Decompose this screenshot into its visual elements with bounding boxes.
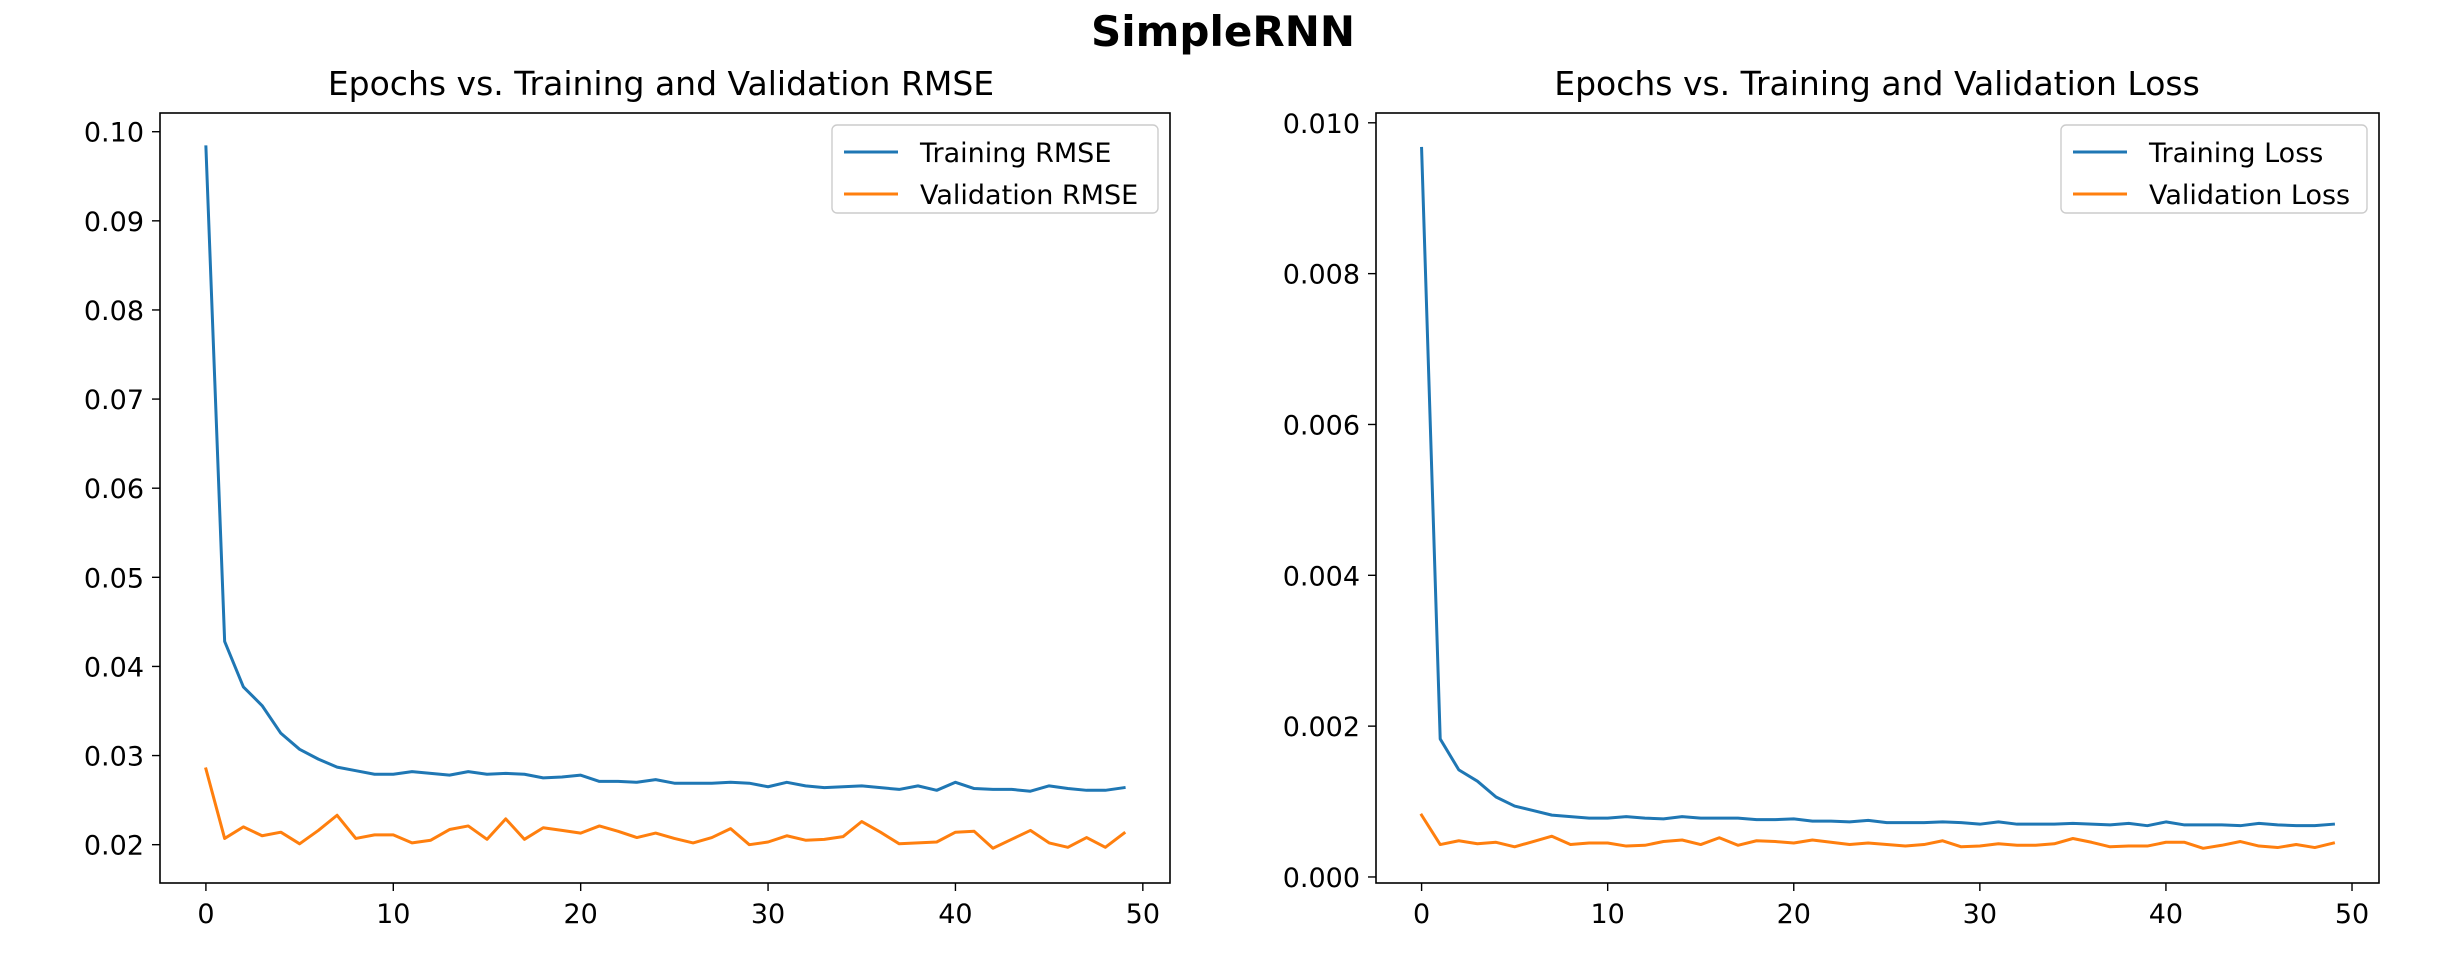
loss-x-tick-label: 10 bbox=[1590, 899, 1624, 930]
loss-x-tick-label: 30 bbox=[1963, 899, 1997, 930]
loss-axes-frame bbox=[1375, 112, 2380, 884]
rmse-x-tick-label: 50 bbox=[1126, 899, 1160, 930]
loss-x-tick-label: 0 bbox=[1413, 899, 1430, 930]
rmse-y-tick-label: 0.10 bbox=[84, 118, 144, 149]
loss-y-tick-label: 0.010 bbox=[1283, 109, 1360, 140]
rmse-y-tick-label: 0.06 bbox=[84, 474, 144, 505]
loss-y-tick-label: 0.006 bbox=[1283, 410, 1360, 441]
rmse-x-tick-label: 20 bbox=[563, 899, 597, 930]
loss-x-tick-label: 20 bbox=[1777, 899, 1811, 930]
rmse-chart-marks: 0 10 20 30 40 50 0.02 0.03 0.04 0.05 0.06 0.07 0.08 0… bbox=[84, 112, 1171, 930]
training-loss-legend-label: Training Loss bbox=[2148, 138, 2323, 169]
rmse-y-tick-label: 0.03 bbox=[84, 742, 144, 773]
rmse-chart-title: Epochs vs. Training and Validation RMSE bbox=[328, 64, 994, 103]
validation-loss-legend-label: Validation Loss bbox=[2149, 180, 2350, 211]
rmse-x-tick-label: 0 bbox=[197, 899, 214, 930]
loss-chart-marks: 0 10 20 30 40 50 0.000 0.002 0.004 0.006 0.008 0.01… bbox=[1283, 109, 2380, 930]
rmse-y-tick-label: 0.02 bbox=[84, 831, 144, 862]
rmse-chart-panel: Epochs vs. Training and Validation RMSE … bbox=[84, 64, 1171, 930]
validation-loss-line bbox=[1419, 813, 2336, 850]
loss-y-tick-label: 0.008 bbox=[1283, 260, 1360, 291]
loss-chart-title: Epochs vs. Training and Validation Loss bbox=[1554, 64, 2200, 103]
rmse-y-tick-label: 0.07 bbox=[84, 385, 144, 416]
rmse-x-tick-label: 40 bbox=[938, 899, 972, 930]
loss-legend: Training Loss Validation Loss bbox=[2060, 124, 2368, 214]
loss-y-tick-label: 0.002 bbox=[1283, 712, 1360, 743]
training-rmse-legend-label: Training RMSE bbox=[919, 138, 1111, 169]
training-loss-line bbox=[1420, 146, 2336, 828]
loss-legend-box bbox=[2060, 124, 2368, 214]
rmse-legend: Training RMSE Validation RMSE bbox=[831, 124, 1159, 214]
loss-y-tick-label: 0.004 bbox=[1283, 561, 1360, 592]
loss-x-tick-label: 50 bbox=[2335, 899, 2369, 930]
loss-x-tick-label: 40 bbox=[2149, 899, 2183, 930]
validation-rmse-line bbox=[204, 767, 1127, 850]
figure-suptitle: SimpleRNN bbox=[1091, 7, 1355, 56]
rmse-legend-box bbox=[831, 124, 1159, 214]
training-rmse-line bbox=[204, 145, 1126, 793]
rmse-y-tick-label: 0.08 bbox=[84, 296, 144, 327]
rmse-y-tick-label: 0.04 bbox=[84, 652, 144, 683]
rmse-axes-frame bbox=[159, 112, 1171, 884]
rmse-y-tick-label: 0.05 bbox=[84, 563, 144, 594]
rmse-y-tick-label: 0.09 bbox=[84, 207, 144, 238]
rmse-x-tick-label: 30 bbox=[751, 899, 785, 930]
loss-y-tick-label: 0.000 bbox=[1283, 863, 1360, 894]
validation-rmse-legend-label: Validation RMSE bbox=[920, 180, 1138, 211]
rmse-x-tick-label: 10 bbox=[376, 899, 410, 930]
loss-chart-panel: Epochs vs. Training and Validation Loss … bbox=[1283, 64, 2380, 930]
